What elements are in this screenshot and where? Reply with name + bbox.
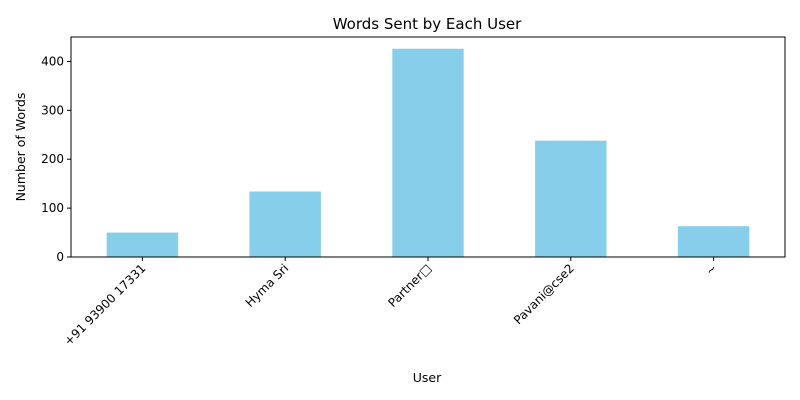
y-axis: 0 100 200 300 400 bbox=[41, 54, 71, 264]
x-tick-label-4: ~ bbox=[703, 261, 720, 278]
y-tick-label-4: 400 bbox=[41, 54, 64, 68]
y-tick-label-1: 100 bbox=[41, 201, 64, 215]
x-axis: +91 93900 17331 Hyma Sri Partner□ Pavani@cs… bbox=[61, 257, 720, 348]
y-tick-label-2: 200 bbox=[41, 152, 64, 166]
chart-title: Words Sent by Each User bbox=[333, 15, 522, 33]
bar-1 bbox=[249, 191, 321, 257]
bars-group bbox=[106, 48, 750, 257]
bar-3 bbox=[535, 140, 607, 257]
x-axis-label: User bbox=[413, 370, 442, 385]
y-tick-label-0: 0 bbox=[56, 250, 64, 264]
x-tick-label-1: Hyma Sri bbox=[243, 261, 292, 310]
x-tick-label-3: Pavani@cse2 bbox=[511, 261, 577, 327]
bar-4 bbox=[677, 226, 750, 257]
bar-0 bbox=[106, 232, 179, 257]
x-tick-label-2: Partner□ bbox=[385, 261, 434, 310]
y-tick-label-3: 300 bbox=[41, 103, 64, 117]
x-tick-label-0: +91 93900 17331 bbox=[61, 261, 148, 348]
bar-2 bbox=[392, 48, 464, 257]
y-axis-label: Number of Words bbox=[13, 93, 28, 202]
